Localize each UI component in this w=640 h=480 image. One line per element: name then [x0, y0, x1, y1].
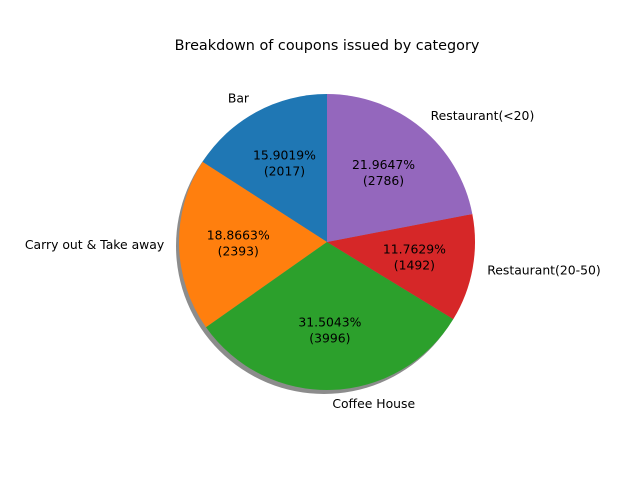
slice-count-restaurant-20-50: (1492): [394, 257, 435, 272]
slice-label-coffee-house: Coffee House: [332, 396, 415, 411]
slice-percent-coffee-house: 31.5043%: [298, 314, 361, 329]
slice-percent-carry-out-take-away: 18.8663%: [207, 227, 270, 242]
slice-percent-restaurant-20: 21.9647%: [352, 157, 415, 172]
chart-title: Breakdown of coupons issued by category: [175, 38, 480, 54]
slice-count-coffee-house: (3996): [309, 330, 350, 345]
slice-count-carry-out-take-away: (2393): [218, 243, 259, 258]
slice-label-restaurant-20: Restaurant(<20): [431, 108, 535, 123]
slice-count-bar: (2017): [264, 164, 305, 179]
slice-label-bar: Bar: [228, 91, 250, 106]
slice-percent-restaurant-20-50: 11.7629%: [383, 241, 446, 256]
slice-label-carry-out-take-away: Carry out & Take away: [25, 237, 164, 252]
slice-percent-bar: 15.9019%: [253, 148, 316, 163]
slice-count-restaurant-20: (2786): [363, 173, 404, 188]
slice-label-restaurant-20-50: Restaurant(20-50): [487, 262, 601, 277]
